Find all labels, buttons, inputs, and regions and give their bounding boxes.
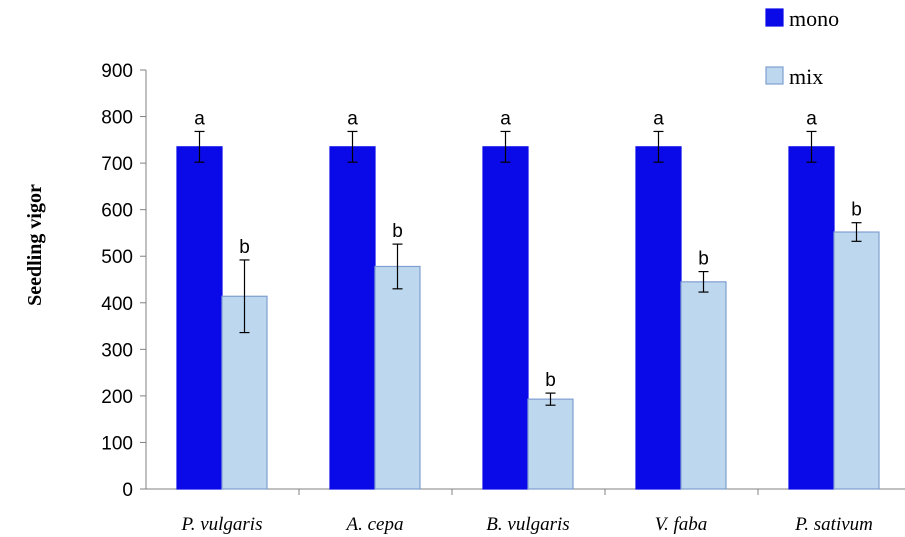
- legend-label-mono: mono: [789, 6, 839, 31]
- bar-mix-3: [680, 281, 727, 490]
- y-tick-label: 500: [101, 247, 133, 268]
- significance-letter-mix-3: b: [698, 249, 709, 270]
- x-category-label: P. sativum: [794, 514, 873, 535]
- legend: mono mix: [765, 6, 839, 89]
- y-tick-label: 200: [101, 387, 133, 408]
- bar-mono-0: [176, 146, 223, 490]
- y-tick-label: 400: [101, 294, 133, 315]
- bar-mono-2: [482, 146, 529, 490]
- plot-area: 0 100 200 300 400 500 600 700 800 900 a b P. vulgari…: [101, 61, 905, 535]
- significance-letter-mono-0: a: [194, 108, 205, 129]
- legend-swatch-mono: [765, 8, 784, 27]
- y-tick-label: 600: [101, 201, 133, 222]
- significance-letter-mono-1: a: [347, 108, 358, 129]
- significance-letter-mix-1: b: [392, 221, 403, 242]
- x-category-label: P. vulgaris: [181, 514, 263, 535]
- bar-mix-4: [833, 231, 880, 490]
- legend-label-mix: mix: [789, 64, 823, 89]
- bar-mix-2: [527, 398, 574, 490]
- y-axis-label: Seedling vigor: [24, 184, 46, 306]
- x-category-label: V. faba: [655, 514, 707, 535]
- significance-letter-mono-2: a: [500, 108, 511, 129]
- bar-mix-1: [374, 265, 421, 490]
- y-tick-label: 700: [101, 154, 133, 175]
- y-tick-label: 300: [101, 340, 133, 361]
- significance-letter-mix-0: b: [239, 237, 250, 258]
- legend-swatch-mix: [765, 66, 784, 85]
- significance-letter-mix-2: b: [545, 370, 556, 391]
- bar-mix-0: [221, 295, 268, 490]
- bar-mono-3: [635, 146, 682, 490]
- y-tick-label: 800: [101, 108, 133, 129]
- y-tick-label: 0: [122, 480, 133, 501]
- significance-letter-mono-3: a: [653, 108, 664, 129]
- x-category-label: B. vulgaris: [486, 514, 569, 535]
- significance-letter-mono-4: a: [806, 108, 817, 129]
- bar-mono-4: [788, 146, 835, 490]
- significance-letter-mix-4: b: [851, 200, 862, 221]
- y-tick-label: 100: [101, 433, 133, 454]
- bar-mono-1: [329, 146, 376, 490]
- x-category-label: A. cepa: [345, 514, 404, 535]
- y-tick-label: 900: [101, 61, 133, 82]
